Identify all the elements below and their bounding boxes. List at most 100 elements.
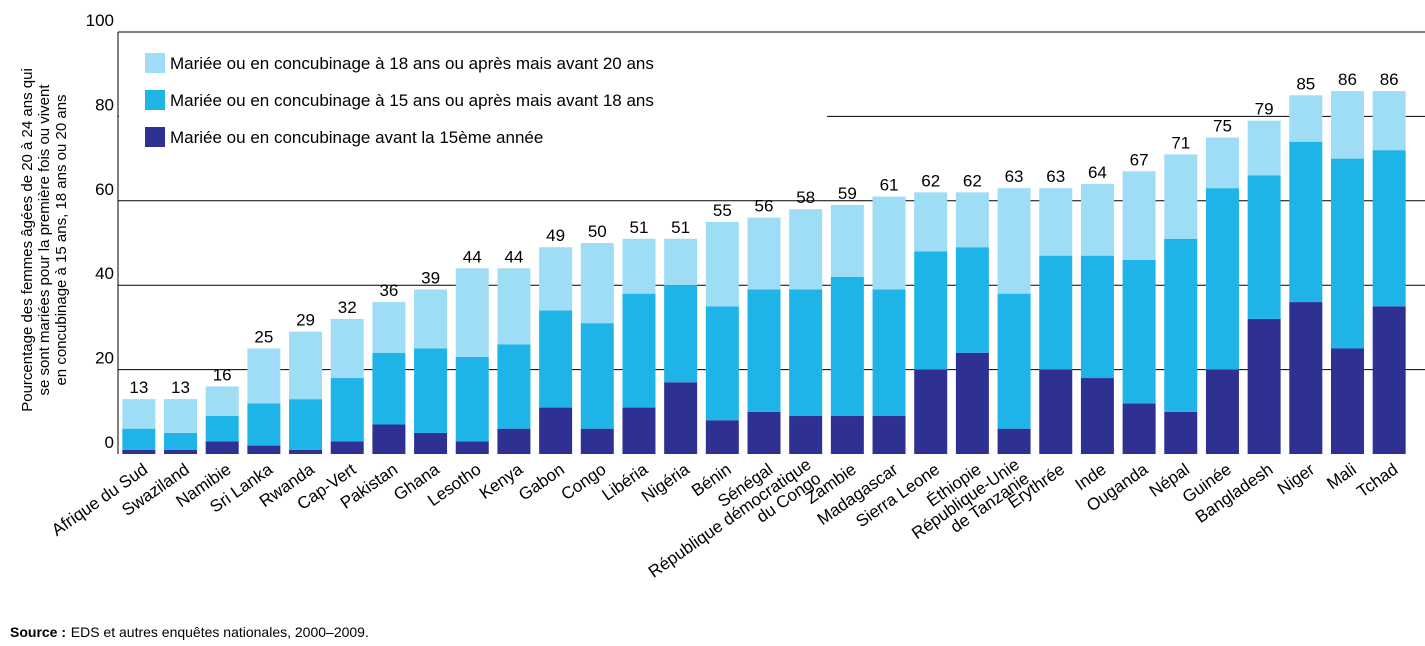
bar-segment — [1080, 183, 1114, 256]
bar-segment — [747, 411, 781, 454]
legend-label: Mariée ou en concubinage à 18 ans ou apr… — [170, 54, 654, 73]
bar-segment — [497, 344, 531, 429]
bar-segment — [955, 192, 989, 248]
x-tick-label: Tchad — [1353, 460, 1401, 502]
bar-segment — [747, 289, 781, 412]
total-label: 51 — [630, 218, 649, 237]
bar-segment — [914, 251, 948, 370]
x-tick-line: Niger — [1274, 460, 1318, 499]
x-tick-line: Kenya — [476, 459, 527, 503]
bar-segment — [1205, 369, 1239, 454]
bar-segment — [622, 293, 656, 408]
bar-segment — [580, 428, 614, 454]
bar-segment — [1122, 259, 1156, 404]
bar-segment — [1080, 378, 1114, 454]
bar-segment — [372, 424, 406, 454]
x-tick-line: Nigéria — [638, 459, 693, 506]
bar-segment — [1039, 188, 1073, 256]
y-tick-label: 20 — [95, 349, 114, 368]
bar-segment — [872, 416, 906, 454]
bar-segment — [1122, 171, 1156, 260]
bar-segment — [1039, 369, 1073, 454]
bar-segment — [539, 407, 573, 454]
bar-segment — [247, 348, 281, 404]
bar-segment — [1164, 238, 1198, 412]
total-label: 29 — [296, 311, 315, 330]
bar-segment — [122, 399, 156, 429]
total-label: 85 — [1296, 74, 1315, 93]
bar-segment — [997, 293, 1031, 429]
bar-segment — [372, 302, 406, 353]
bar-segment — [289, 449, 323, 454]
bar-segment — [914, 369, 948, 454]
y-tick-label: 60 — [95, 180, 114, 199]
bar-segment — [1247, 175, 1281, 319]
bar-segment — [580, 243, 614, 324]
bar-segment — [789, 209, 823, 290]
bar-segment — [1289, 141, 1323, 303]
bar-segment — [664, 285, 698, 383]
bar-segment — [1247, 318, 1281, 454]
y-tick-label: 100 — [86, 11, 114, 30]
total-label: 36 — [379, 281, 398, 300]
bar-segment — [622, 238, 656, 294]
bar-segment — [122, 449, 156, 454]
bar-segment — [414, 289, 448, 349]
bar-segment — [747, 217, 781, 290]
bar-segment — [1372, 91, 1406, 151]
bar-segment — [1330, 158, 1364, 349]
total-label: 63 — [1046, 167, 1065, 186]
legend-label: Mariée ou en concubinage avant la 15ème … — [170, 128, 543, 147]
legend-label: Mariée ou en concubinage à 15 ans ou apr… — [170, 91, 654, 110]
bar-segment — [164, 432, 198, 450]
bar-segment — [914, 192, 948, 252]
x-tick-line: Tchad — [1353, 460, 1401, 502]
bar-segment — [330, 441, 364, 454]
bar-segment — [1122, 403, 1156, 454]
total-label: 71 — [1171, 133, 1190, 152]
y-tick-label: 40 — [95, 264, 114, 283]
total-label: 56 — [755, 197, 774, 216]
bar-segment — [1205, 137, 1239, 189]
bar-segment — [164, 449, 198, 454]
x-tick-line: Congo — [558, 460, 610, 504]
bar-segment — [622, 407, 656, 454]
x-tick-label: Congo — [558, 460, 610, 504]
y-axis-label: en concubinage à 15 ans, 18 ans ou 20 an… — [53, 94, 70, 385]
bar-segment — [289, 331, 323, 400]
total-label: 13 — [129, 378, 148, 397]
total-label: 67 — [1130, 150, 1149, 169]
bar-segment — [455, 441, 489, 454]
bar-segment — [705, 306, 739, 421]
bar-segment — [789, 416, 823, 454]
bar-segment — [247, 445, 281, 454]
total-label: 51 — [671, 218, 690, 237]
total-label: 61 — [880, 176, 899, 195]
bar-segment — [455, 356, 489, 442]
total-label: 62 — [963, 171, 982, 190]
bar-segment — [205, 416, 239, 442]
bar-segment — [1289, 302, 1323, 454]
bar-segment — [497, 428, 531, 454]
total-label: 64 — [1088, 163, 1107, 182]
bar-segment — [664, 238, 698, 286]
bar-segment — [1080, 255, 1114, 379]
total-label: 49 — [546, 226, 565, 245]
bar-segment — [497, 268, 531, 345]
bar-segment — [789, 289, 823, 417]
total-label: 25 — [254, 328, 273, 347]
source-label: Source : — [10, 624, 66, 640]
x-tick-label: Kenya — [476, 459, 527, 503]
bar-segment — [539, 310, 573, 408]
bar-segment — [1164, 154, 1198, 239]
bar-segment — [872, 289, 906, 417]
legend-swatch — [145, 90, 165, 110]
bar-segment — [997, 188, 1031, 294]
y-tick-label: 0 — [105, 433, 114, 452]
legend-swatch — [145, 127, 165, 147]
bar-segment — [372, 352, 406, 425]
bar-segment — [580, 323, 614, 429]
x-tick-label: Nigéria — [638, 459, 693, 506]
bar-segment — [705, 420, 739, 454]
